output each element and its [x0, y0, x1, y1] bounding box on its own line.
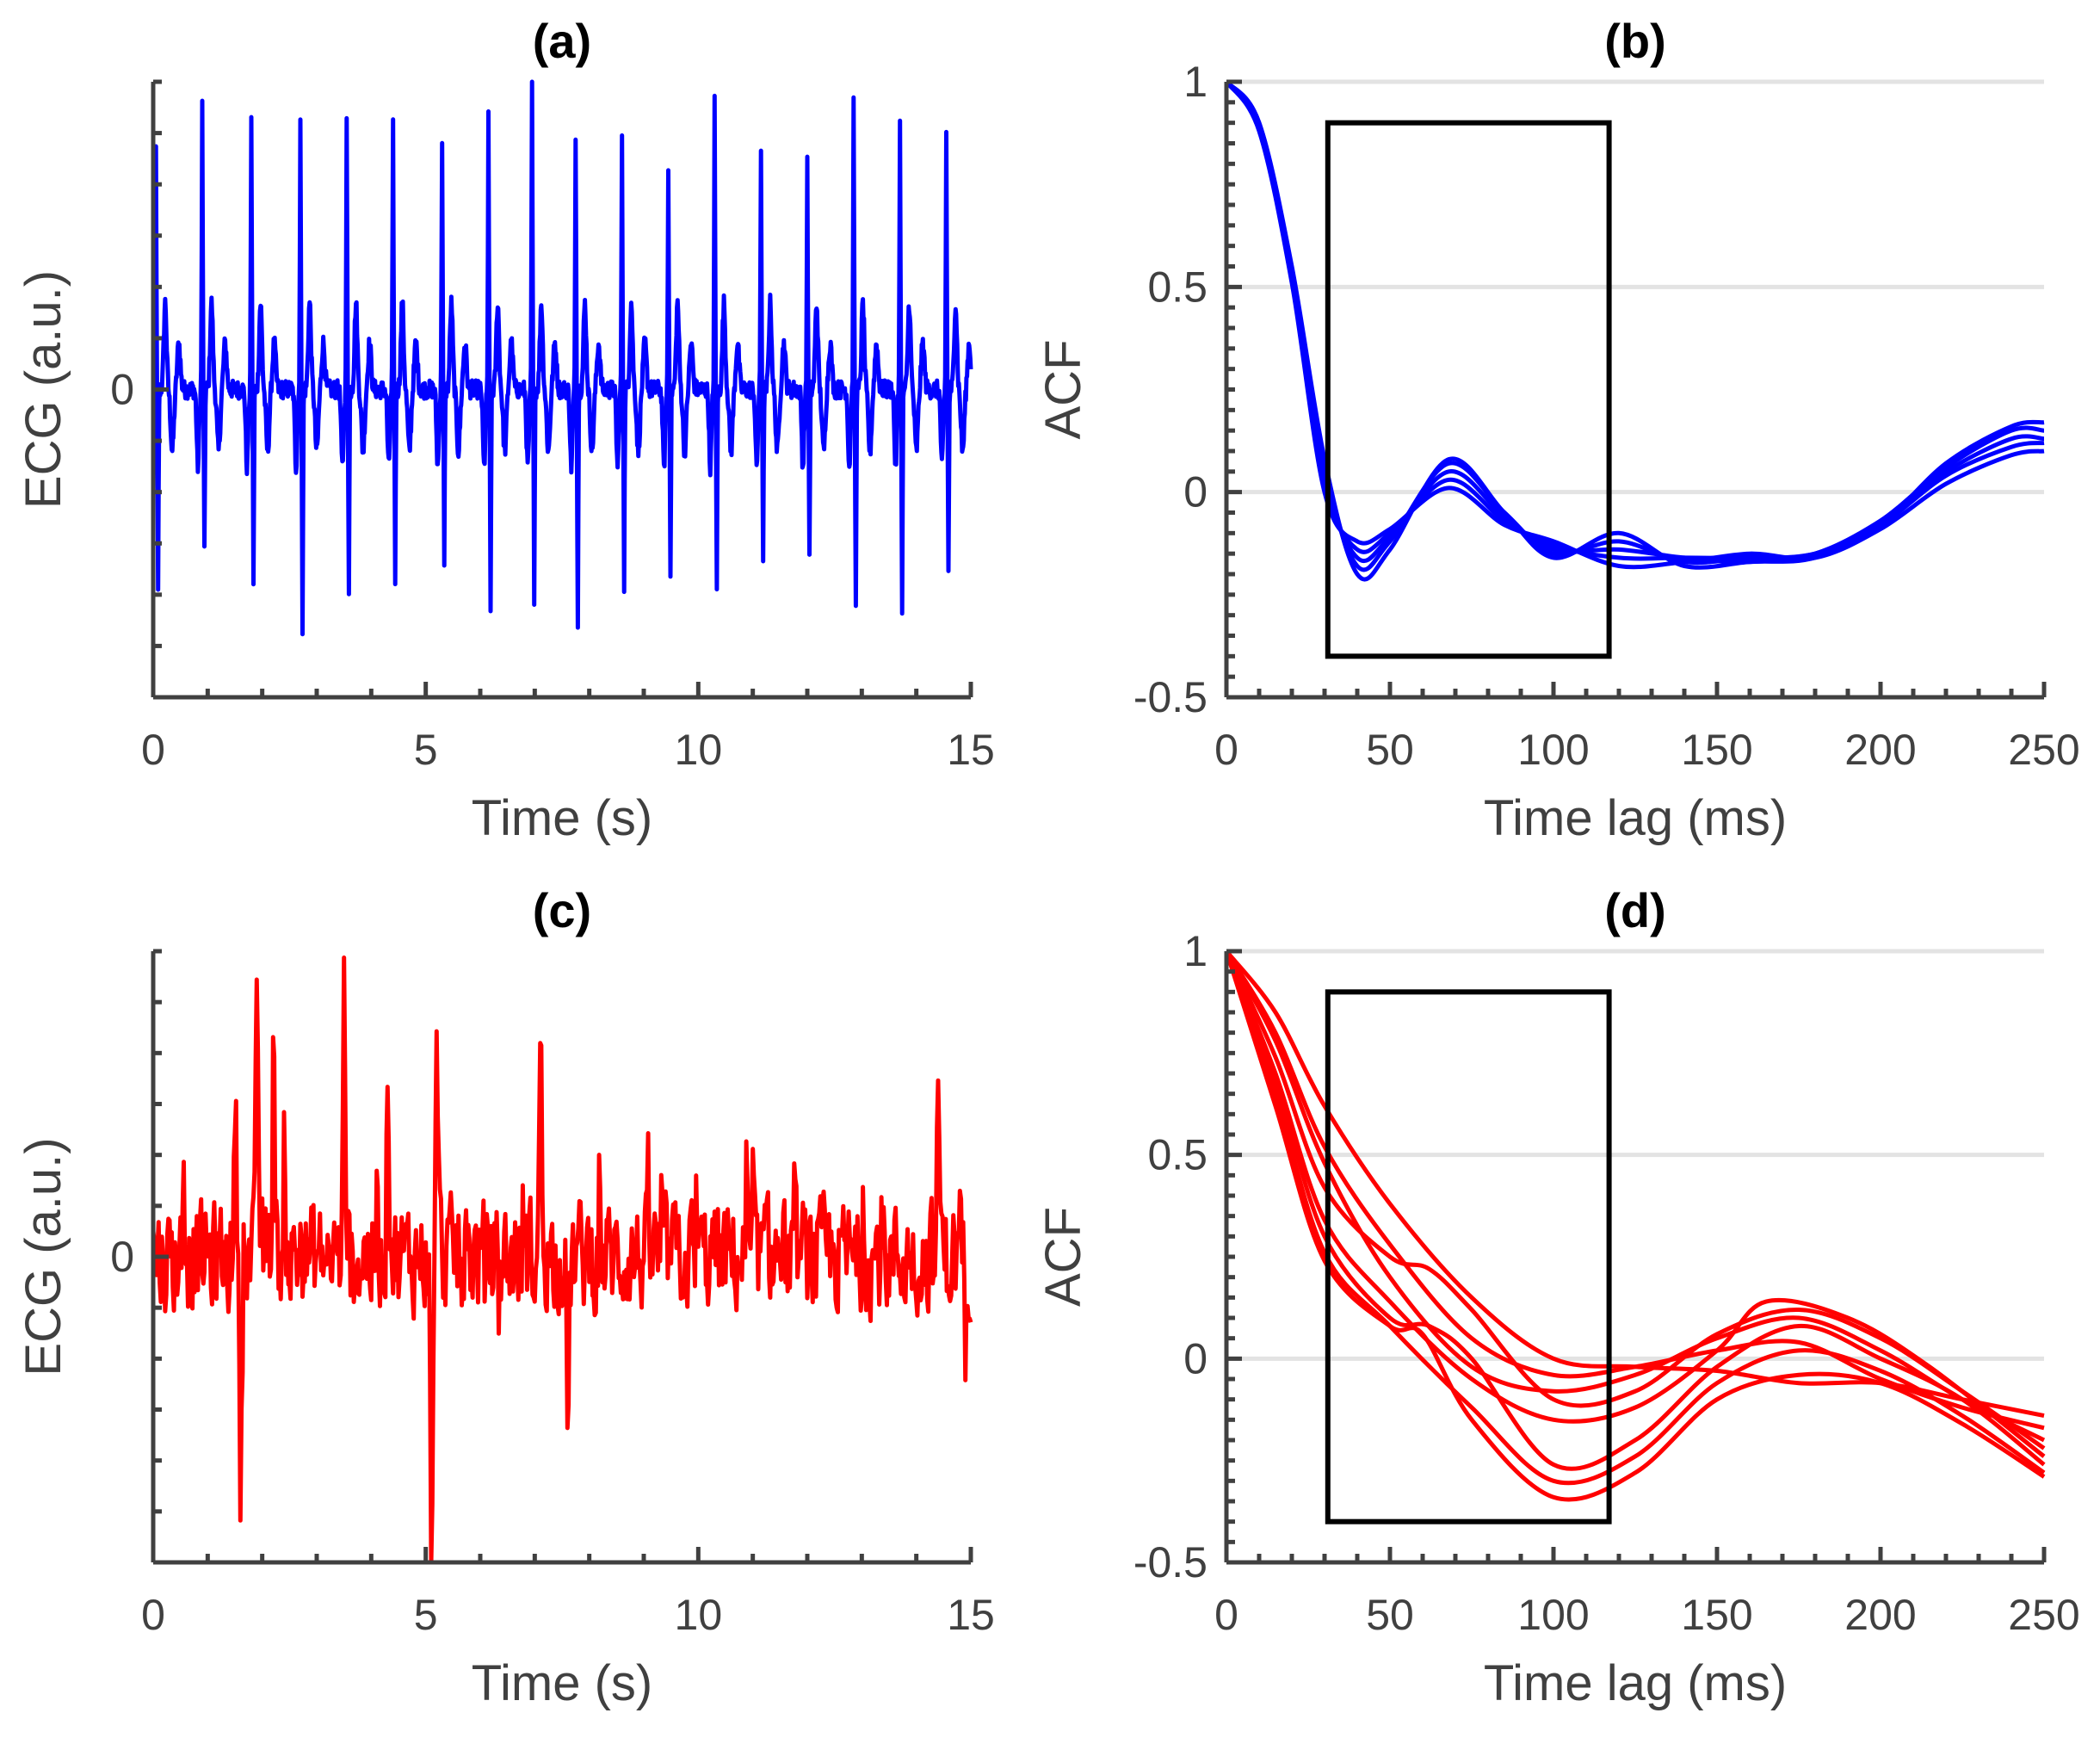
x-tick-label-b-5: 250	[2008, 726, 2079, 774]
x-tick-label-d-1: 50	[1366, 1591, 1414, 1639]
series-line-d-1	[1224, 949, 2045, 1431]
y-tick-label-d-0: -0.5	[1133, 1538, 1208, 1586]
series-line-b-4	[1224, 80, 2045, 570]
panel-title-b: (b)	[1604, 14, 1666, 68]
y-axis-label-d: ACF	[1035, 1207, 1091, 1307]
series-line-c	[151, 955, 973, 1565]
series-line-a	[151, 79, 973, 637]
series-group-b	[1224, 80, 2045, 582]
x-tick-label-c-0: 0	[141, 1591, 165, 1639]
y-tick-label-b-2: 0.5	[1147, 263, 1208, 311]
x-tick-label-d-2: 100	[1517, 1591, 1589, 1639]
x-tick-label-a-1: 5	[414, 726, 438, 774]
x-axis-label-b: Time lag (ms)	[1484, 790, 1787, 846]
series-line-d-4	[1224, 950, 2046, 1458]
y-tick-label-d-3: 1	[1183, 927, 1208, 975]
y-axis-label-a: ECG (a.u.)	[15, 270, 71, 509]
series-line-d-2	[1224, 949, 2046, 1443]
series-line-b-1	[1225, 80, 2045, 572]
panel-c: (c) 0 5 10 15 0 Time (s) ECG (a.u.)	[15, 883, 995, 1711]
x-axis-label-d: Time lag (ms)	[1484, 1655, 1787, 1711]
y-tick-label-a-0: 0	[110, 366, 134, 414]
x-tick-label-b-4: 200	[1844, 726, 1916, 774]
panel-title-d: (d)	[1604, 883, 1666, 937]
x-tick-label-b-2: 100	[1517, 726, 1589, 774]
x-tick-label-c-3: 15	[947, 1591, 995, 1639]
series-group-a	[151, 79, 973, 637]
x-axis-label-a: Time (s)	[472, 790, 652, 846]
y-tick-label-d-1: 0	[1183, 1334, 1208, 1382]
x-tick-label-b-0: 0	[1214, 726, 1238, 774]
panel-title-a: (a)	[533, 14, 591, 68]
y-tick-label-b-1: 0	[1183, 468, 1208, 516]
analysis-window-d	[1325, 989, 1612, 1524]
x-tick-label-a-2: 10	[675, 726, 723, 774]
series-line-d-5	[1224, 950, 2046, 1471]
series-line-d-7	[1224, 950, 2046, 1502]
panel-a: (a) 0 5 10 15 0 Time (s) ECG (a.u.)	[15, 14, 995, 846]
series-line-d-6	[1224, 950, 2046, 1486]
x-tick-label-c-1: 5	[414, 1591, 438, 1639]
series-line-b-0	[1225, 80, 2045, 582]
x-tick-label-b-3: 150	[1681, 726, 1752, 774]
x-tick-label-b-1: 50	[1366, 726, 1414, 774]
x-tick-label-a-3: 15	[947, 726, 995, 774]
x-tick-label-c-2: 10	[675, 1591, 723, 1639]
x-axis-label-c: Time (s)	[472, 1655, 652, 1711]
series-group-d	[1224, 949, 2046, 1502]
y-axis-label-c: ECG (a.u.)	[15, 1137, 71, 1376]
x-tick-label-d-4: 200	[1844, 1591, 1916, 1639]
y-axis-label-b: ACF	[1035, 340, 1091, 440]
analysis-window-b	[1325, 120, 1612, 659]
y-tick-label-b-0: -0.5	[1133, 673, 1208, 721]
series-line-d-3	[1224, 949, 2046, 1450]
y-tick-label-c-0: 0	[110, 1233, 134, 1281]
x-tick-label-d-0: 0	[1214, 1591, 1238, 1639]
series-group-c	[151, 955, 973, 1565]
panel-title-c: (c)	[533, 883, 591, 937]
series-line-b-2	[1224, 80, 2045, 565]
x-tick-label-a-0: 0	[141, 726, 165, 774]
x-tick-label-d-3: 150	[1681, 1591, 1752, 1639]
y-tick-label-b-3: 1	[1183, 58, 1208, 106]
series-line-d-0	[1225, 949, 2045, 1419]
x-tick-label-d-5: 250	[2008, 1591, 2079, 1639]
y-tick-label-d-2: 0.5	[1147, 1131, 1208, 1179]
